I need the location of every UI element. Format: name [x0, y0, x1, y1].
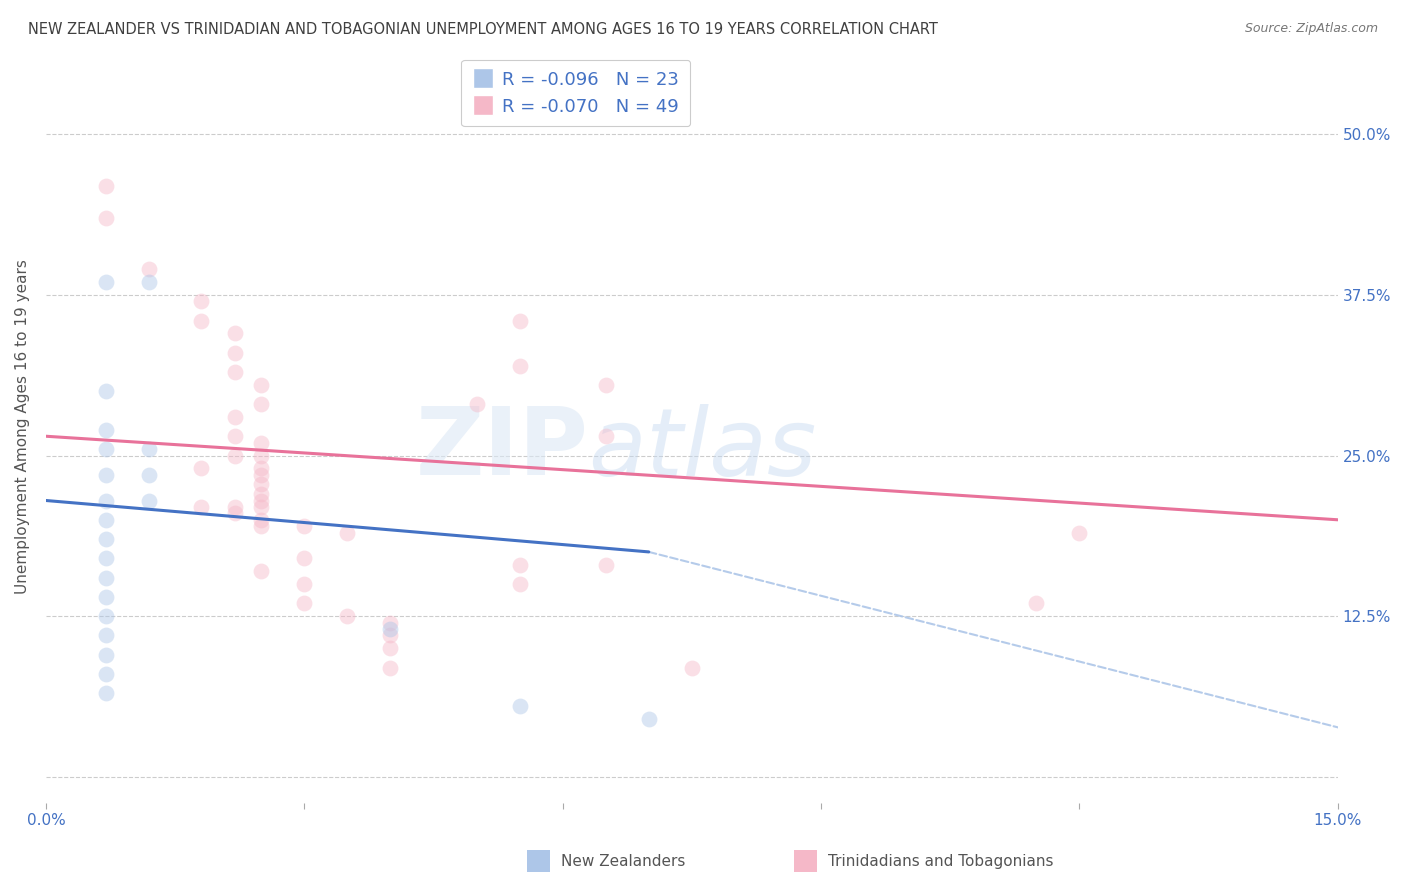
Point [96, 590, 118, 604]
Point [250, 467, 273, 482]
Point [138, 275, 160, 289]
Text: NEW ZEALANDER VS TRINIDADIAN AND TOBAGONIAN UNEMPLOYMENT AMONG AGES 16 TO 19 YEA: NEW ZEALANDER VS TRINIDADIAN AND TOBAGON… [28, 22, 938, 37]
Point [96, 178, 118, 193]
Point [1069, 525, 1091, 540]
Point [96, 551, 118, 566]
Point [224, 409, 246, 424]
Y-axis label: Unemployment Among Ages 16 to 19 years: Unemployment Among Ages 16 to 19 years [15, 260, 30, 594]
Point [96, 275, 118, 289]
Point [509, 359, 531, 373]
Point [595, 558, 617, 572]
Point [380, 615, 402, 630]
Point [509, 699, 531, 714]
Point [224, 429, 246, 443]
Point [595, 429, 617, 443]
Point [138, 467, 160, 482]
Point [96, 493, 118, 508]
Point [224, 507, 246, 521]
Point [1025, 596, 1047, 610]
Point [96, 384, 118, 399]
Point [380, 660, 402, 674]
Point [224, 500, 246, 514]
Point [96, 628, 118, 642]
Point [509, 577, 531, 591]
Point [292, 519, 315, 533]
Point [250, 513, 273, 527]
Point [380, 622, 402, 636]
Point [336, 609, 359, 624]
Point [224, 326, 246, 341]
Text: Trinidadians and Tobagonians: Trinidadians and Tobagonians [828, 854, 1053, 869]
Point [96, 667, 118, 681]
Point [292, 551, 315, 566]
Point [224, 365, 246, 379]
Point [380, 641, 402, 656]
Point [250, 449, 273, 463]
Point [509, 558, 531, 572]
Legend: R = -0.096   N = 23, R = -0.070   N = 49: R = -0.096 N = 23, R = -0.070 N = 49 [461, 60, 690, 127]
Point [138, 493, 160, 508]
Point [224, 345, 246, 359]
Point [96, 211, 118, 225]
Text: atlas: atlas [589, 404, 817, 495]
Point [138, 262, 160, 277]
Point [292, 577, 315, 591]
Point [380, 628, 402, 642]
Point [250, 461, 273, 475]
Point [96, 648, 118, 662]
Point [96, 513, 118, 527]
Text: ZIP: ZIP [416, 403, 589, 495]
Point [224, 449, 246, 463]
Point [250, 397, 273, 411]
Point [681, 660, 703, 674]
Point [96, 442, 118, 456]
Point [190, 461, 212, 475]
Point [250, 493, 273, 508]
Point [250, 500, 273, 514]
Point [96, 423, 118, 437]
Point [250, 377, 273, 392]
Point [96, 609, 118, 624]
Point [637, 712, 659, 726]
Point [138, 442, 160, 456]
Point [250, 435, 273, 450]
Point [190, 500, 212, 514]
Text: New Zealanders: New Zealanders [561, 854, 685, 869]
Point [96, 571, 118, 585]
Point [595, 377, 617, 392]
Point [96, 467, 118, 482]
Point [292, 596, 315, 610]
Text: Source: ZipAtlas.com: Source: ZipAtlas.com [1244, 22, 1378, 36]
Point [250, 476, 273, 491]
Point [509, 313, 531, 327]
Point [250, 487, 273, 501]
Point [465, 397, 488, 411]
Point [190, 313, 212, 327]
Point [250, 519, 273, 533]
Point [250, 564, 273, 578]
Point [336, 525, 359, 540]
Point [96, 686, 118, 700]
Point [190, 294, 212, 309]
Point [96, 532, 118, 546]
